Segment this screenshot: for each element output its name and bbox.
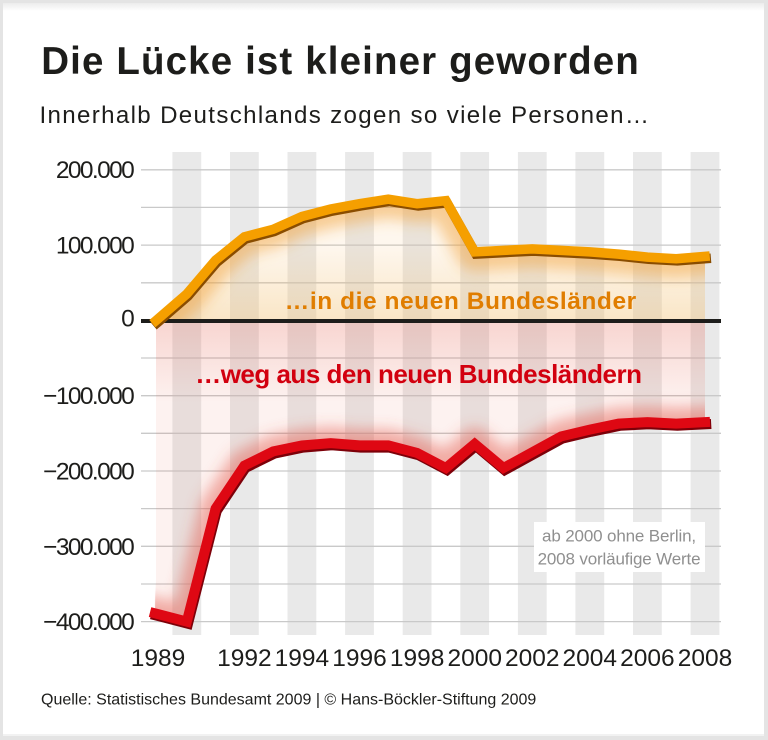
svg-text:100.000: 100.000	[56, 233, 134, 260]
svg-text:−200.000: −200.000	[43, 458, 134, 485]
svg-text:1992: 1992	[217, 645, 272, 672]
svg-text:1994: 1994	[275, 645, 330, 672]
svg-text:−400.000: −400.000	[43, 609, 134, 636]
svg-text:0: 0	[121, 305, 134, 332]
svg-text:1989: 1989	[131, 645, 186, 672]
svg-text:2008 vorläufige Werte: 2008 vorläufige Werte	[538, 550, 701, 569]
svg-text:…weg aus den neuen Bundeslände: …weg aus den neuen Bundesländern	[195, 359, 641, 389]
svg-text:Quelle: Statistisches Bundesam: Quelle: Statistisches Bundesamt 2009 | ©…	[41, 691, 536, 708]
svg-text:Die Lücke ist kleiner geworden: Die Lücke ist kleiner geworden	[41, 40, 640, 83]
svg-text:200.000: 200.000	[56, 157, 134, 184]
svg-text:2006: 2006	[620, 645, 675, 672]
svg-text:ab 2000 ohne Berlin,: ab 2000 ohne Berlin,	[542, 527, 696, 546]
svg-text:1998: 1998	[390, 645, 445, 672]
svg-text:2008: 2008	[678, 645, 733, 672]
svg-text:−100.000: −100.000	[43, 383, 134, 410]
svg-text:−300.000: −300.000	[43, 534, 134, 561]
svg-text:Innerhalb Deutschlands zogen s: Innerhalb Deutschlands zogen so viele Pe…	[40, 102, 651, 129]
svg-text:1996: 1996	[332, 645, 387, 672]
svg-text:2002: 2002	[505, 645, 560, 672]
svg-text:2000: 2000	[447, 645, 502, 672]
svg-text:…in die neuen Bundesländer: …in die neuen Bundesländer	[285, 288, 637, 315]
svg-text:2004: 2004	[563, 645, 618, 672]
